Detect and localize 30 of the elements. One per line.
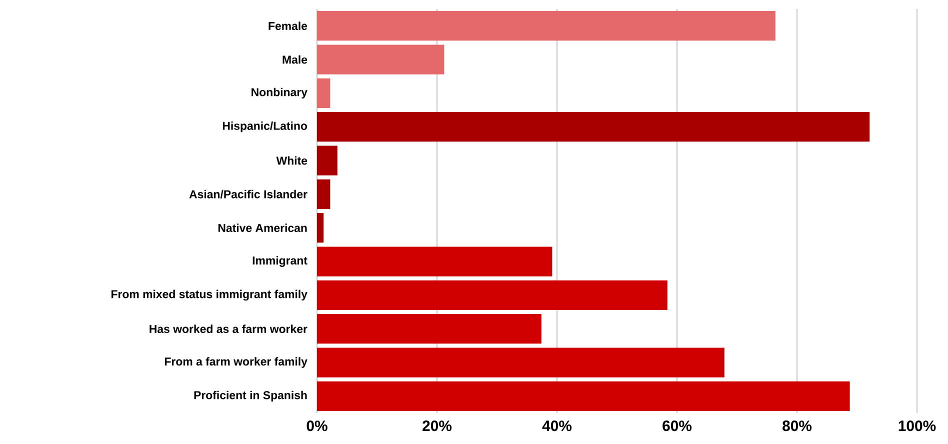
y-tick-label: Native American [218,224,307,232]
bar [317,112,870,142]
y-tick-label: Immigrant [252,256,308,267]
y-tick-label: Male [282,55,308,64]
x-tick-label: 60% [662,420,692,432]
y-tick-label: From mixed status immigrant family [112,290,308,301]
x-tick-label: 40% [542,420,572,432]
y-tick-label: Asian/Pacific Islander [189,190,308,198]
y-tick-label: Female [268,22,308,30]
bar [317,381,850,411]
bar [317,78,330,108]
y-tick-label: Proficient in Spanish [194,390,307,402]
y-tick-label: White [276,156,308,165]
y-tick-label: Hispanic/Latino [222,122,308,132]
bar [317,280,668,310]
bar [317,213,324,243]
x-tick-label: 80% [782,420,812,432]
x-tick-label: 20% [422,420,452,432]
bar [317,146,338,176]
y-tick-label: From a farm worker family [164,357,308,368]
bar [317,179,330,209]
y-tick-label: Nonbinary [252,88,308,99]
bar [317,314,542,344]
bar [317,11,776,41]
bar [317,44,444,74]
bar [317,246,552,276]
y-tick-label: Has worked as a farm worker [150,324,308,334]
x-tick-label: 0% [306,420,328,432]
x-tick-label: 100% [898,420,936,432]
bar [317,348,724,378]
